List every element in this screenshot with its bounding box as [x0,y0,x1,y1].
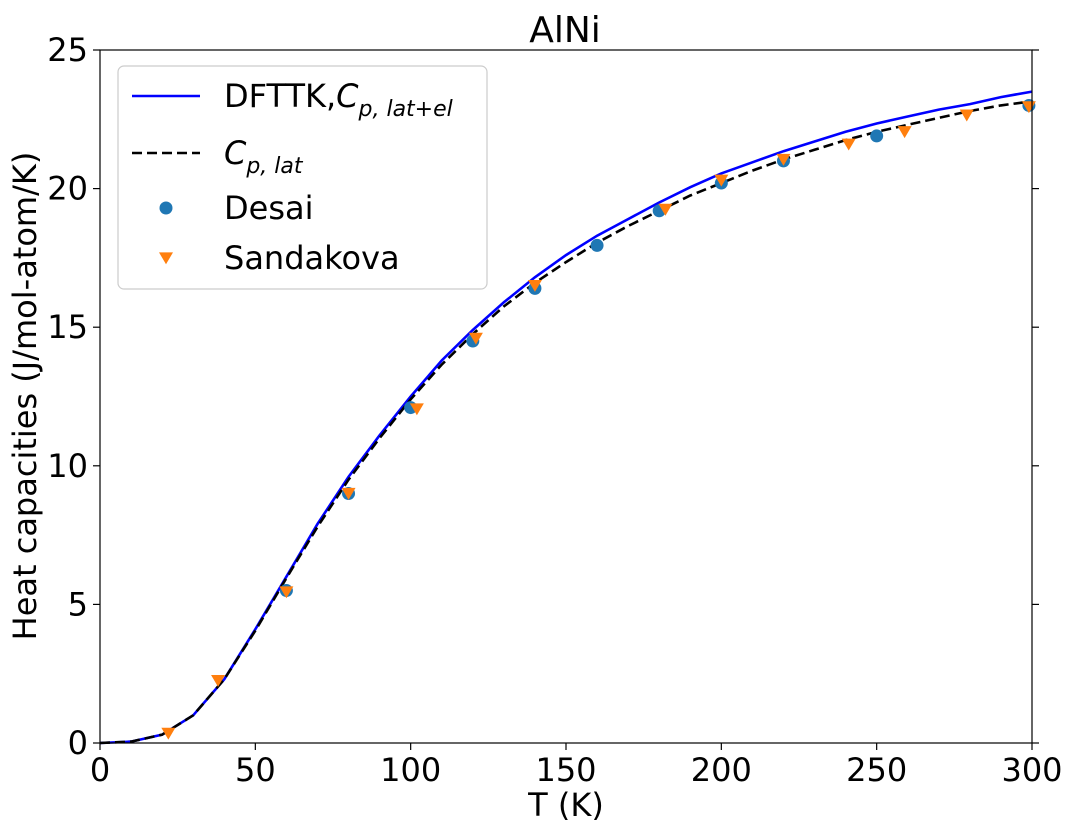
series-point [211,675,226,687]
series-line-0 [99,90,1033,745]
legend-label-symbol: C [336,77,359,115]
y-tick-label: 20 [47,170,88,208]
x-tick-label: 100 [380,751,441,789]
series-point [841,138,856,151]
legend-label: Cp, lat [224,134,304,179]
series-point [409,403,424,416]
series-point [776,153,791,166]
chart-title: AlNi [529,10,601,51]
x-axis-label: T (K) [527,786,604,824]
y-axis-label: Heat capacities (J/mol-atom/K) [6,152,44,641]
y-tick-label: 0 [68,724,88,762]
series-point [161,727,176,740]
x-tick-label: 150 [535,751,596,789]
x-axis: 0 50 100 150 200 250 300 [90,743,1063,789]
legend-swatch [159,252,173,265]
y-tick-label: 5 [68,585,88,623]
series-point [658,203,673,216]
series-line-1 [99,100,1033,745]
series-point [714,174,729,187]
series-point [527,280,542,292]
series-point [870,129,884,143]
legend-box [117,65,488,290]
series-point [468,332,483,345]
legend-label-symbol: C [224,134,247,172]
series-point [341,487,356,500]
series-point [959,109,974,122]
x-tick-label: 300 [1001,751,1062,789]
x-tick-label: 250 [846,751,907,789]
x-tick-label: 200 [691,751,752,789]
legend-label: Desai [224,189,314,227]
legend-swatch [159,201,173,215]
legend-label-text: DFTTK, [224,77,336,115]
y-tick-label: 10 [47,447,88,485]
plot-area [99,49,1036,745]
legend-label: DFTTK,Cp, lat+el [224,77,453,122]
x-tick-label: 50 [235,751,276,789]
legend-label-subscript: p, lat [245,154,304,179]
x-tick-label: 0 [90,751,110,789]
series-point [590,238,604,252]
series-point [897,126,912,139]
y-axis: 0 5 10 15 20 25 [47,31,1039,762]
y-tick-label: 15 [47,308,88,346]
legend-label: Sandakova [224,239,400,277]
legend-label-subscript: p, lat+el [358,97,453,122]
y-tick-label: 25 [47,31,88,69]
series-point [279,586,294,599]
